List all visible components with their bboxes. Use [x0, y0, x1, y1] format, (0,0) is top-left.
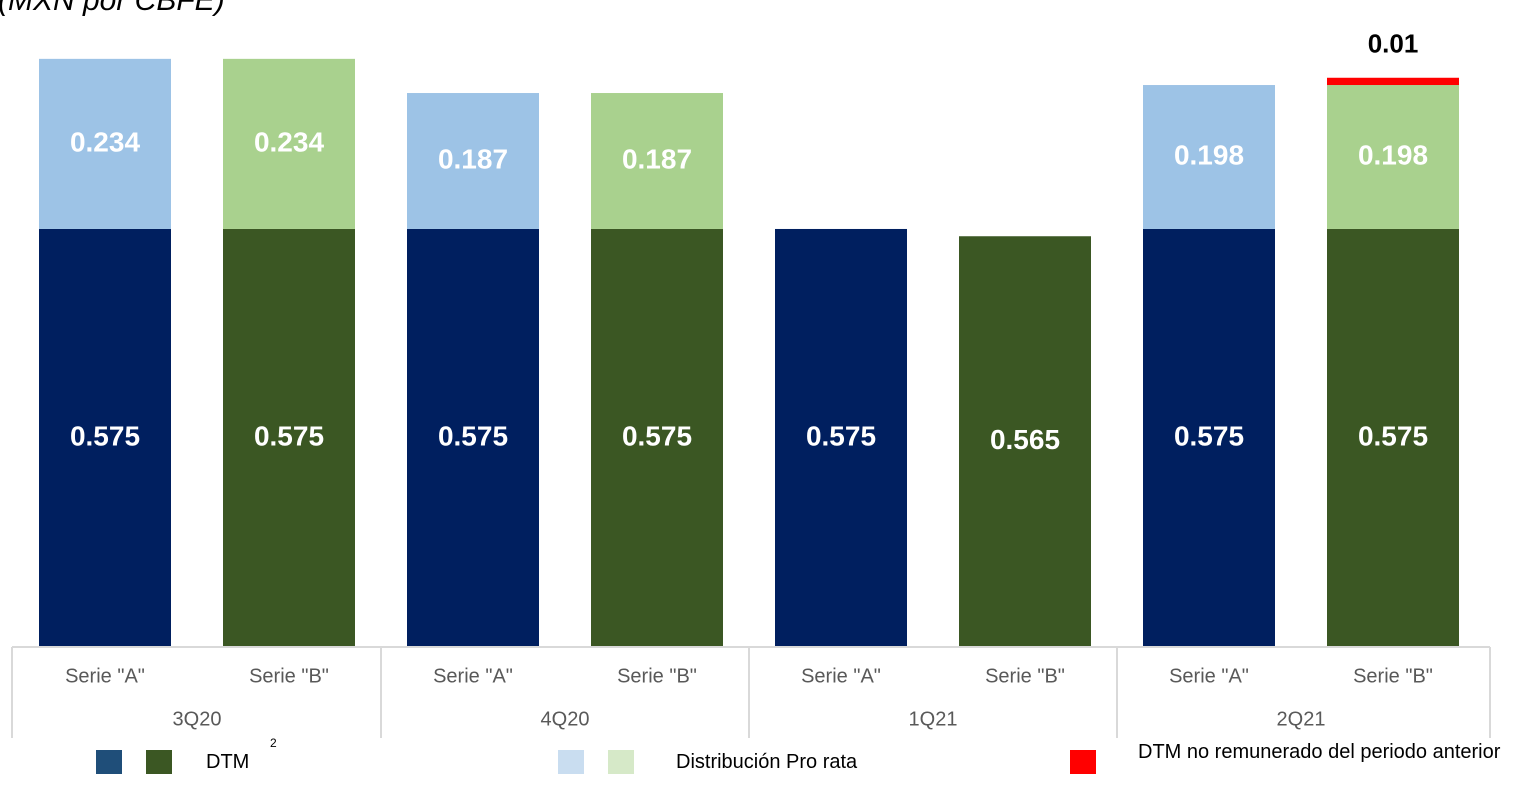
tick-label-4: Serie "A"	[801, 665, 881, 687]
legend-swatch-pro-rata-serie-b	[608, 750, 634, 774]
legend-swatch-pro-rata-serie-a	[558, 750, 584, 774]
bar-dtm-2	[407, 228, 539, 647]
bar-dtm-6	[1143, 228, 1275, 647]
tick-label-3: Serie "B"	[617, 665, 697, 687]
bar-pro-rata-2	[407, 93, 539, 229]
legend-superscript-dtm: 2	[270, 736, 277, 750]
legend-swatch-no-remunerado	[1070, 750, 1096, 774]
data-label-pro-rata-1: 0.234	[254, 126, 324, 157]
legend-label-pro-rata: Distribución Pro rata	[676, 751, 858, 773]
data-label-dtm-3: 0.575	[622, 420, 692, 451]
data-label-pro-rata-3: 0.187	[622, 143, 692, 174]
data-label-dtm-5: 0.565	[990, 424, 1060, 455]
bar-dtm-5	[959, 236, 1091, 647]
bar-pro-rata-6	[1143, 85, 1275, 229]
legend-label-no-remunerado: DTM no remunerado del periodo anterior	[1138, 741, 1501, 763]
bar-pro-rata-7	[1327, 85, 1459, 229]
bar-no-remunerado-7	[1327, 77, 1459, 86]
tick-label-5: Serie "B"	[985, 665, 1065, 687]
bar-dtm-1	[223, 228, 355, 647]
data-label-dtm-1: 0.575	[254, 420, 324, 451]
data-label-pro-rata-6: 0.198	[1174, 139, 1244, 170]
bar-pro-rata-3	[591, 93, 723, 229]
data-label-no-remunerado-7: 0.01	[1368, 29, 1419, 59]
tick-label-6: Serie "A"	[1169, 665, 1249, 687]
legend-swatch-dtm-serie-b	[146, 750, 172, 774]
data-label-dtm-7: 0.575	[1358, 420, 1428, 451]
bar-dtm-4	[775, 228, 907, 647]
data-label-dtm-0: 0.575	[70, 420, 140, 451]
data-label-dtm-2: 0.575	[438, 420, 508, 451]
tick-label-7: Serie "B"	[1353, 665, 1433, 687]
tick-label-1: Serie "B"	[249, 665, 329, 687]
chart-subtitle: (MXN por CBFE)	[0, 0, 225, 17]
tick-label-0: Serie "A"	[65, 665, 145, 687]
group-label-2q21: 2Q21	[1277, 708, 1326, 730]
data-label-pro-rata-7: 0.198	[1358, 139, 1428, 170]
group-label-4q20: 4Q20	[541, 708, 590, 730]
group-label-3q20: 3Q20	[173, 708, 222, 730]
data-label-pro-rata-2: 0.187	[438, 143, 508, 174]
bar-dtm-7	[1327, 228, 1459, 647]
bar-pro-rata-1	[223, 58, 355, 229]
chart-legend: DTM 2 Distribución Pro rata DTM no remun…	[0, 736, 1520, 794]
legend-label-dtm: DTM	[206, 751, 250, 773]
data-label-dtm-4: 0.575	[806, 420, 876, 451]
stacked-bar-chart: 0.575 0.234 Serie "A" 0.575 0.234 Serie "B" 0.…	[11, 29, 1491, 738]
tick-label-2: Serie "A"	[433, 665, 513, 687]
data-label-pro-rata-0: 0.234	[70, 126, 140, 157]
bar-dtm-3	[591, 228, 723, 647]
bar-dtm-0	[39, 228, 171, 647]
data-label-dtm-6: 0.575	[1174, 420, 1244, 451]
bar-pro-rata-0	[39, 58, 171, 229]
group-label-1q21: 1Q21	[909, 708, 958, 730]
legend-swatch-dtm-serie-a	[96, 750, 122, 774]
